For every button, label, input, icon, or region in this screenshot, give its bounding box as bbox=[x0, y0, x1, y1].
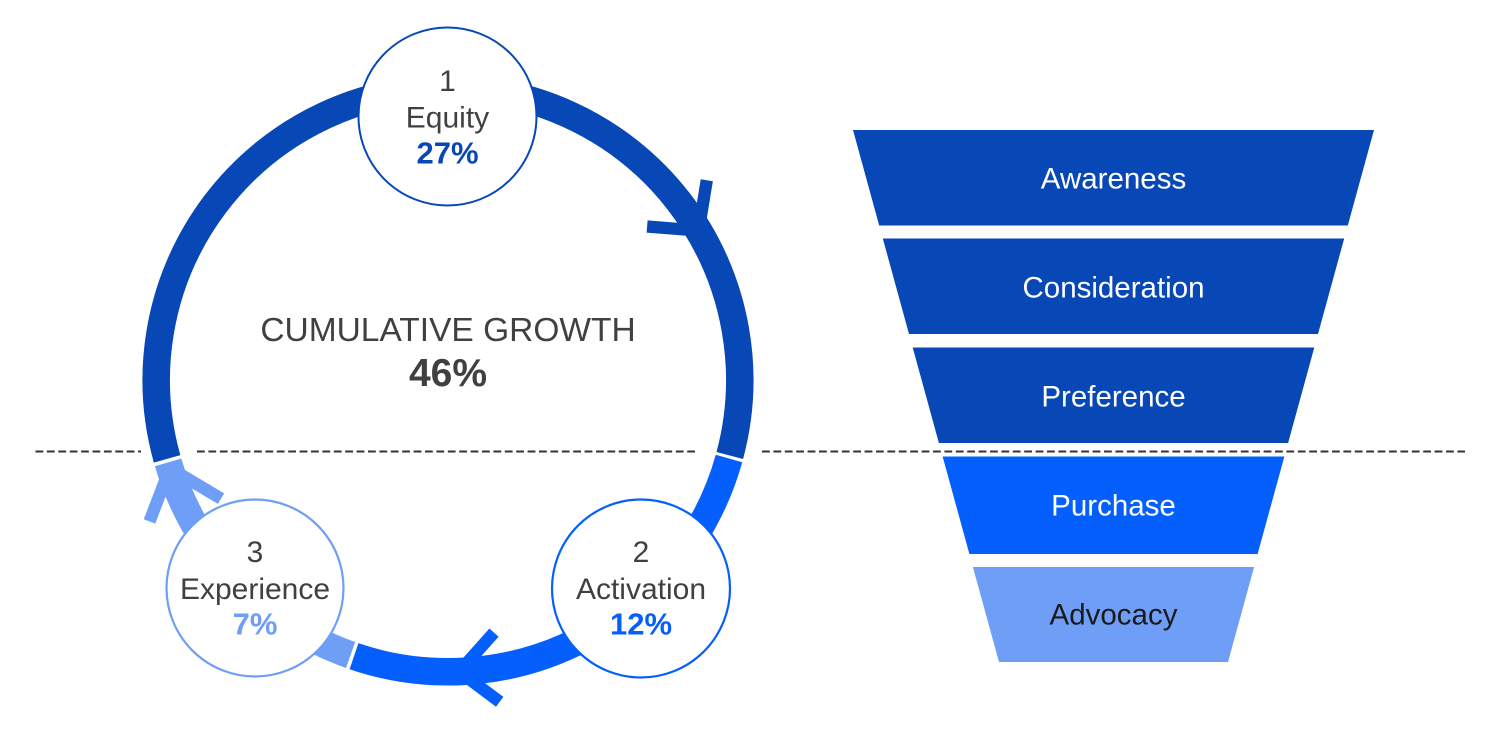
svg-text:2: 2 bbox=[633, 536, 650, 569]
svg-text:Purchase: Purchase bbox=[1051, 490, 1176, 523]
svg-text:46%: 46% bbox=[409, 352, 487, 395]
svg-text:Equity: Equity bbox=[406, 102, 489, 135]
svg-text:Awareness: Awareness bbox=[1041, 163, 1186, 196]
svg-text:7%: 7% bbox=[233, 607, 278, 642]
svg-text:Activation: Activation bbox=[576, 573, 706, 606]
svg-text:3: 3 bbox=[247, 536, 264, 569]
svg-text:Preference: Preference bbox=[1041, 381, 1185, 414]
svg-text:1: 1 bbox=[439, 65, 456, 98]
svg-text:CUMULATIVE GROWTH: CUMULATIVE GROWTH bbox=[260, 312, 635, 349]
svg-text:12%: 12% bbox=[610, 607, 672, 642]
svg-text:Experience: Experience bbox=[180, 573, 330, 606]
svg-text:Consideration: Consideration bbox=[1022, 272, 1204, 305]
svg-text:27%: 27% bbox=[416, 136, 478, 171]
svg-text:Advocacy: Advocacy bbox=[1050, 599, 1178, 632]
